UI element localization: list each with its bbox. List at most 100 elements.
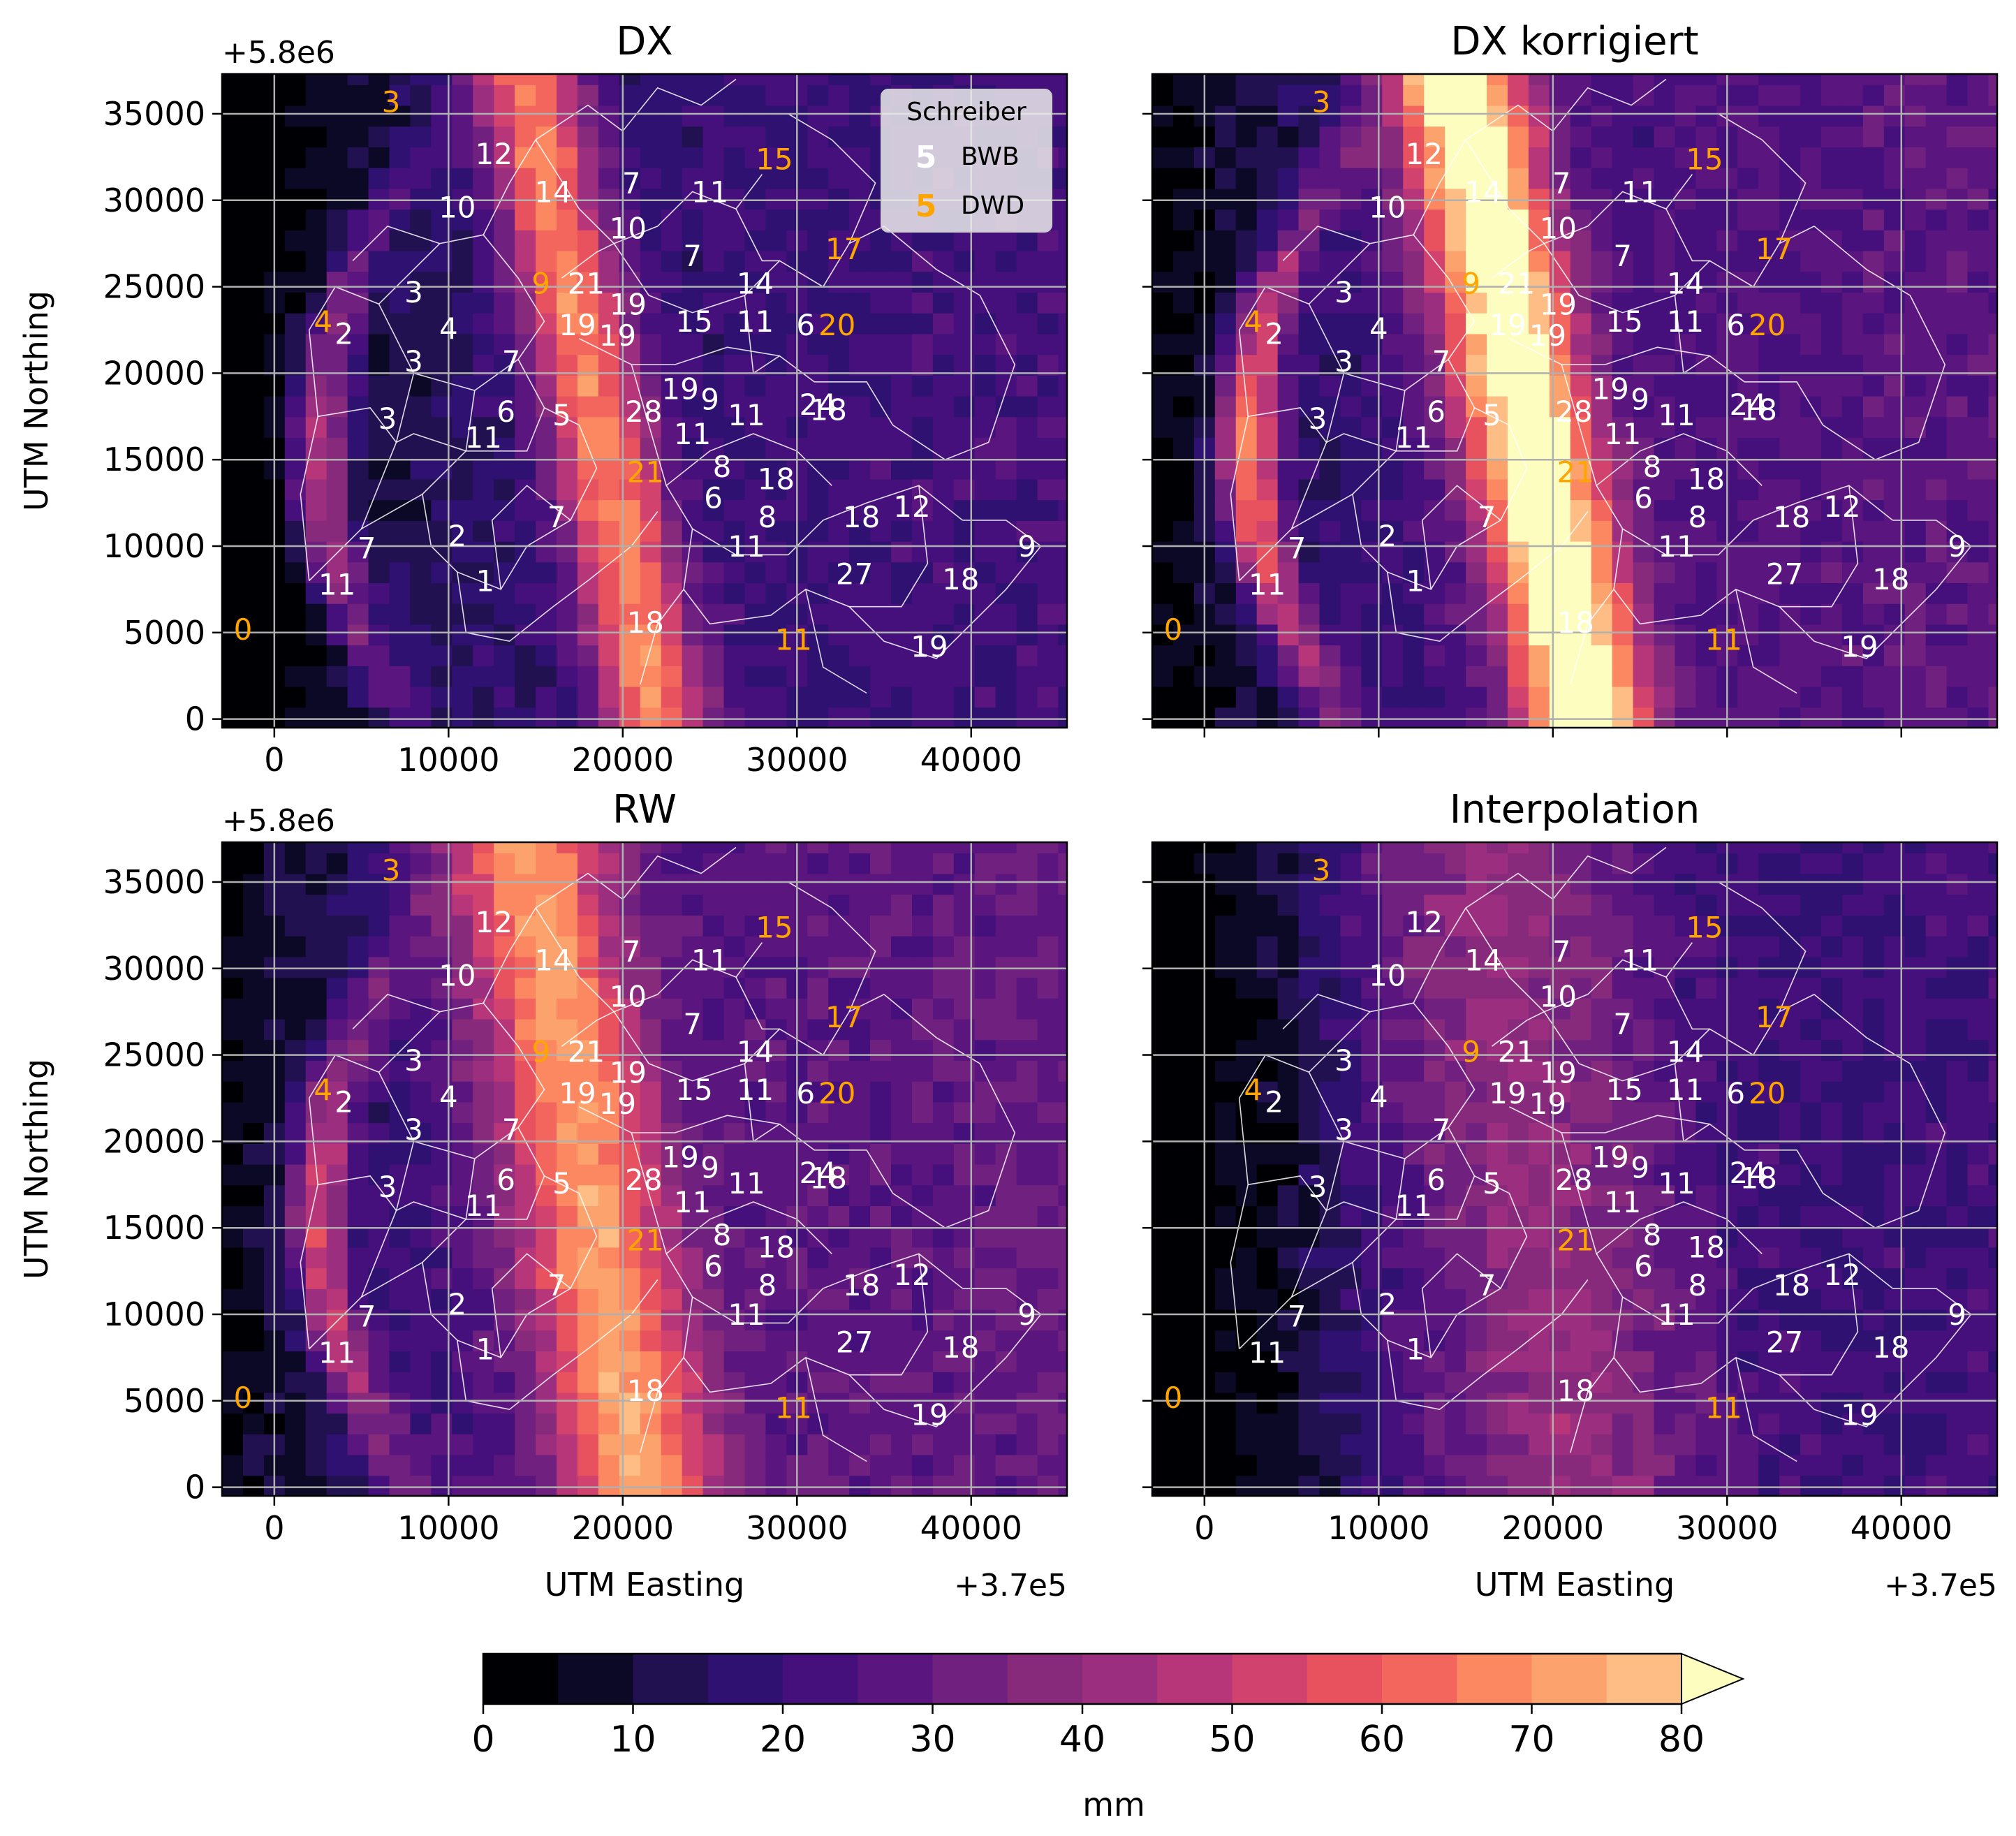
heat-cell — [1841, 229, 1864, 251]
heat-cell — [953, 1247, 976, 1269]
heat-cell — [1256, 852, 1279, 874]
heat-cell — [1016, 312, 1038, 335]
heat-cell — [410, 582, 432, 604]
gauge-label: 8 — [713, 450, 732, 484]
heat-cell — [1037, 1330, 1059, 1351]
heat-cell — [702, 603, 725, 625]
heat-cell — [326, 271, 348, 293]
heat-cell — [640, 1060, 662, 1082]
heat-cell — [1037, 1205, 1059, 1227]
heat-cell — [744, 686, 767, 708]
heat-cell — [473, 74, 495, 85]
heat-cell — [1298, 188, 1320, 210]
heat-cell — [640, 1288, 662, 1310]
heat-cell — [431, 624, 453, 646]
heat-cell — [1988, 229, 1997, 251]
heat-cell — [849, 1163, 871, 1186]
heat-cell — [828, 956, 851, 978]
heat-cell — [1403, 1080, 1425, 1103]
heat-cell — [1277, 437, 1300, 459]
heat-cell — [1361, 499, 1383, 521]
heat-cell — [723, 1101, 746, 1124]
heat-cell — [974, 1392, 996, 1414]
heat-cell — [557, 915, 578, 937]
heat-cell — [347, 1351, 369, 1372]
heat-cell — [1507, 665, 1529, 687]
district-boundary — [788, 881, 876, 1013]
heat-cell — [807, 1309, 830, 1331]
heat-cell — [1862, 457, 1885, 480]
heat-cell — [1570, 437, 1592, 459]
heat-cell — [577, 416, 599, 438]
heat-cell — [682, 271, 704, 293]
heat-cell — [1298, 167, 1320, 189]
heat-cell — [1779, 478, 1802, 501]
heat-cell — [870, 1060, 892, 1082]
heat-cell — [932, 271, 955, 293]
heat-cell — [536, 188, 558, 210]
heat-cell — [891, 1060, 913, 1082]
heat-cell — [702, 1330, 725, 1351]
heat-cell — [1862, 624, 1885, 646]
heat-cell — [1466, 707, 1488, 728]
heat-cell — [326, 935, 348, 957]
heat-cell — [1152, 1330, 1174, 1351]
heat-cell — [1445, 1226, 1467, 1248]
heat-cell — [1570, 1039, 1592, 1061]
heat-cell — [326, 852, 348, 874]
heat-cell — [515, 188, 537, 210]
heat-cell — [1445, 1330, 1467, 1351]
heat-cell — [1214, 1288, 1237, 1310]
heat-cell — [1037, 541, 1059, 563]
heat-cell — [389, 1413, 411, 1434]
heat-cell — [661, 842, 683, 853]
heat-cell — [368, 1226, 390, 1248]
heat-cell — [452, 935, 474, 957]
heat-cell — [222, 1080, 244, 1103]
gauge-label: 4 — [439, 1080, 458, 1114]
heat-cell — [1382, 645, 1404, 666]
heat-cell — [515, 1454, 537, 1476]
heat-cell — [1235, 1122, 1258, 1144]
heat-cell — [222, 707, 244, 728]
heat-cell — [1591, 437, 1613, 459]
heat-cell — [242, 624, 265, 646]
heat-cell — [494, 1226, 516, 1248]
heat-cell — [222, 977, 244, 999]
heat-cell — [305, 520, 328, 542]
heat-cell — [744, 374, 767, 397]
heat-cell — [368, 250, 390, 272]
heat-cell — [305, 1101, 328, 1124]
heat-cell — [1298, 1475, 1320, 1496]
heat-cell — [284, 997, 307, 1020]
heat-cell — [222, 935, 244, 957]
heat-cell — [577, 478, 599, 501]
heat-cell — [473, 1433, 495, 1455]
heat-cell — [1988, 624, 1997, 646]
gauge-label: 2 — [334, 1085, 353, 1119]
heat-cell — [953, 1080, 976, 1103]
heat-cell — [1841, 457, 1864, 480]
heat-cell — [1904, 250, 1927, 272]
heat-cell — [1319, 271, 1341, 293]
heat-cell — [598, 707, 620, 728]
heat-cell — [1403, 229, 1425, 251]
heat-cell — [953, 1184, 976, 1206]
heat-cell — [1235, 74, 1258, 85]
heat-cell — [932, 1039, 955, 1061]
heat-cell — [1883, 665, 1906, 687]
heat-cell — [1058, 1143, 1067, 1165]
heat-cell — [828, 1475, 851, 1496]
heat-cell — [1570, 1247, 1592, 1269]
heat-cell — [1675, 271, 1697, 293]
heat-cell — [1967, 126, 1989, 147]
heat-cell — [911, 250, 934, 272]
heat-cell — [1528, 665, 1550, 687]
heat-cell — [473, 1268, 495, 1289]
heat-cell — [1487, 1143, 1508, 1165]
heat-cell — [828, 457, 851, 480]
heat-cell — [640, 603, 662, 625]
heat-cell — [536, 105, 558, 127]
heat-cell — [765, 188, 788, 210]
